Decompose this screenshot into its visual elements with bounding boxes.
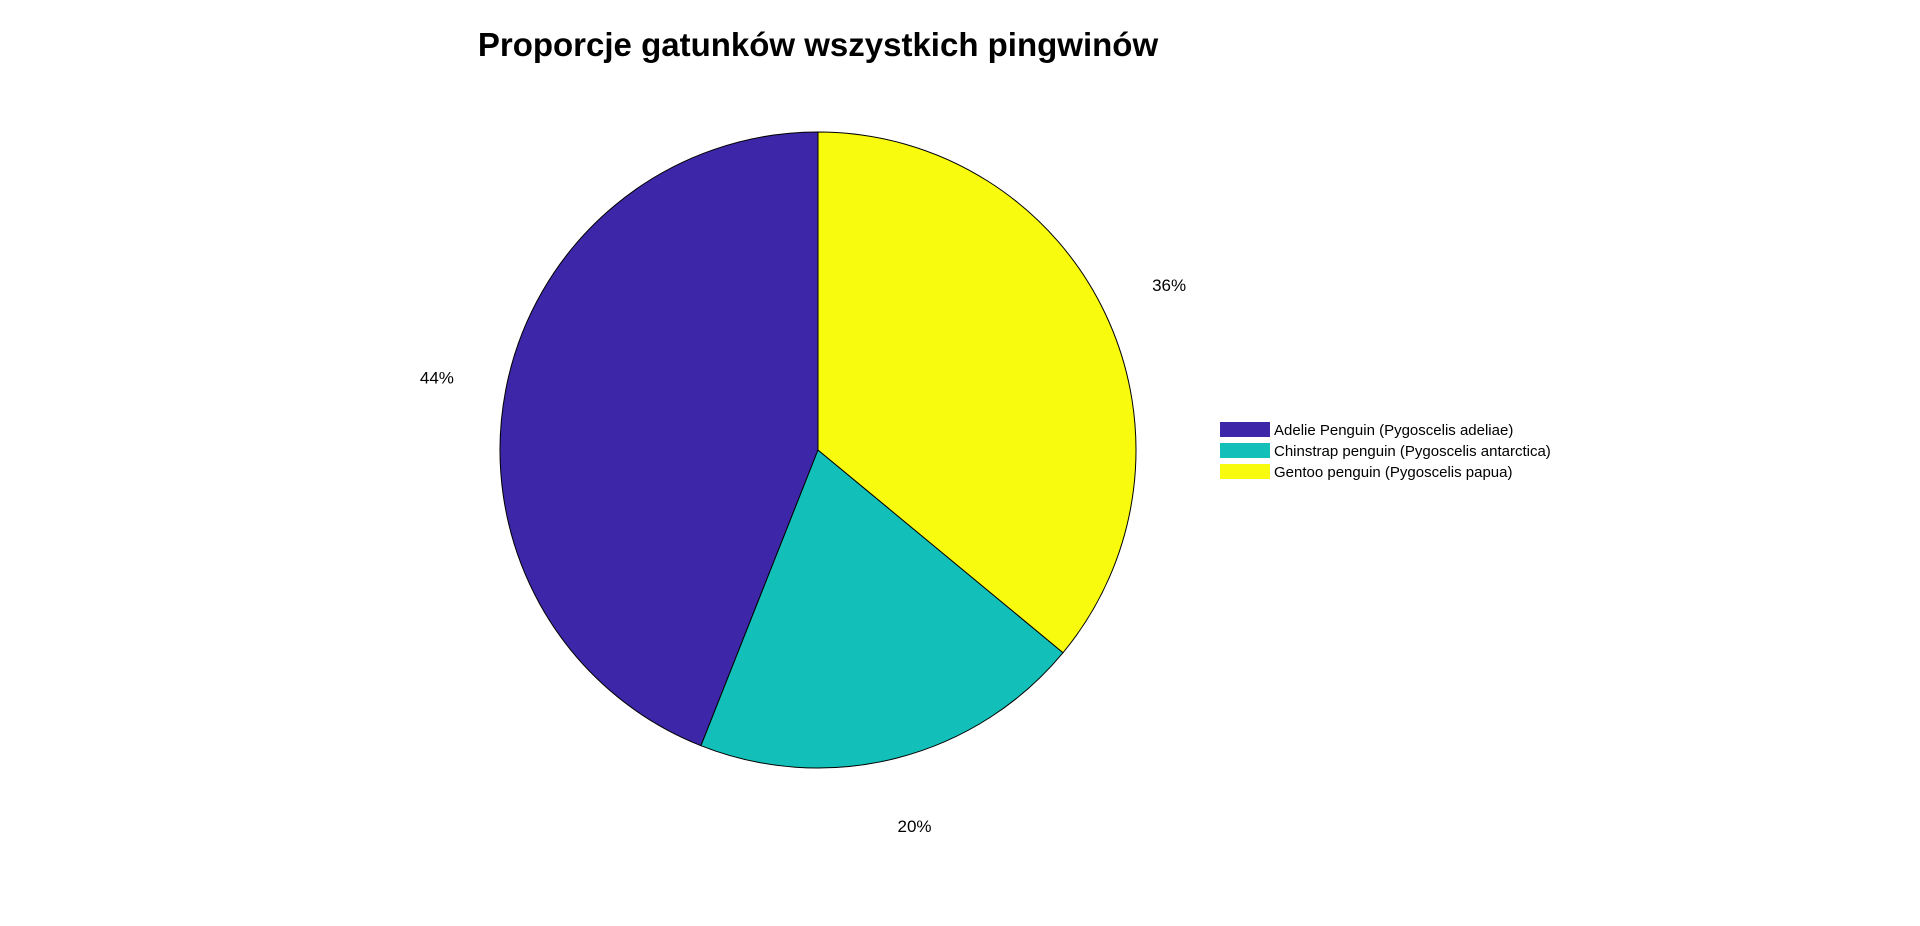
pie-slice-2: [700, 449, 1064, 769]
slice-label-2: 20%: [897, 817, 931, 836]
slice-label-1: 44%: [420, 368, 454, 387]
slice-labels: 44% 20% 36%: [420, 276, 1186, 836]
legend-swatch-1: [1220, 422, 1270, 437]
legend-entry-3: Gentoo penguin (Pygoscelis papua): [1274, 464, 1513, 481]
pie-slice-1: [499, 131, 819, 747]
chart-title: Proporcje gatunków wszystkich pingwinów: [478, 26, 1159, 63]
slice-label-3: 36%: [1152, 276, 1186, 295]
legend-entry-2: Chinstrap penguin (Pygoscelis antarctica…: [1274, 443, 1551, 460]
legend-swatch-3: [1220, 464, 1270, 479]
legend-swatch-2: [1220, 443, 1270, 458]
legend: Adelie Penguin (Pygoscelis adeliae) Chins…: [1220, 422, 1551, 481]
legend-entry-1: Adelie Penguin (Pygoscelis adeliae): [1274, 422, 1513, 439]
pie-slices: [499, 131, 1137, 769]
pie-slice-3: [817, 131, 1137, 654]
